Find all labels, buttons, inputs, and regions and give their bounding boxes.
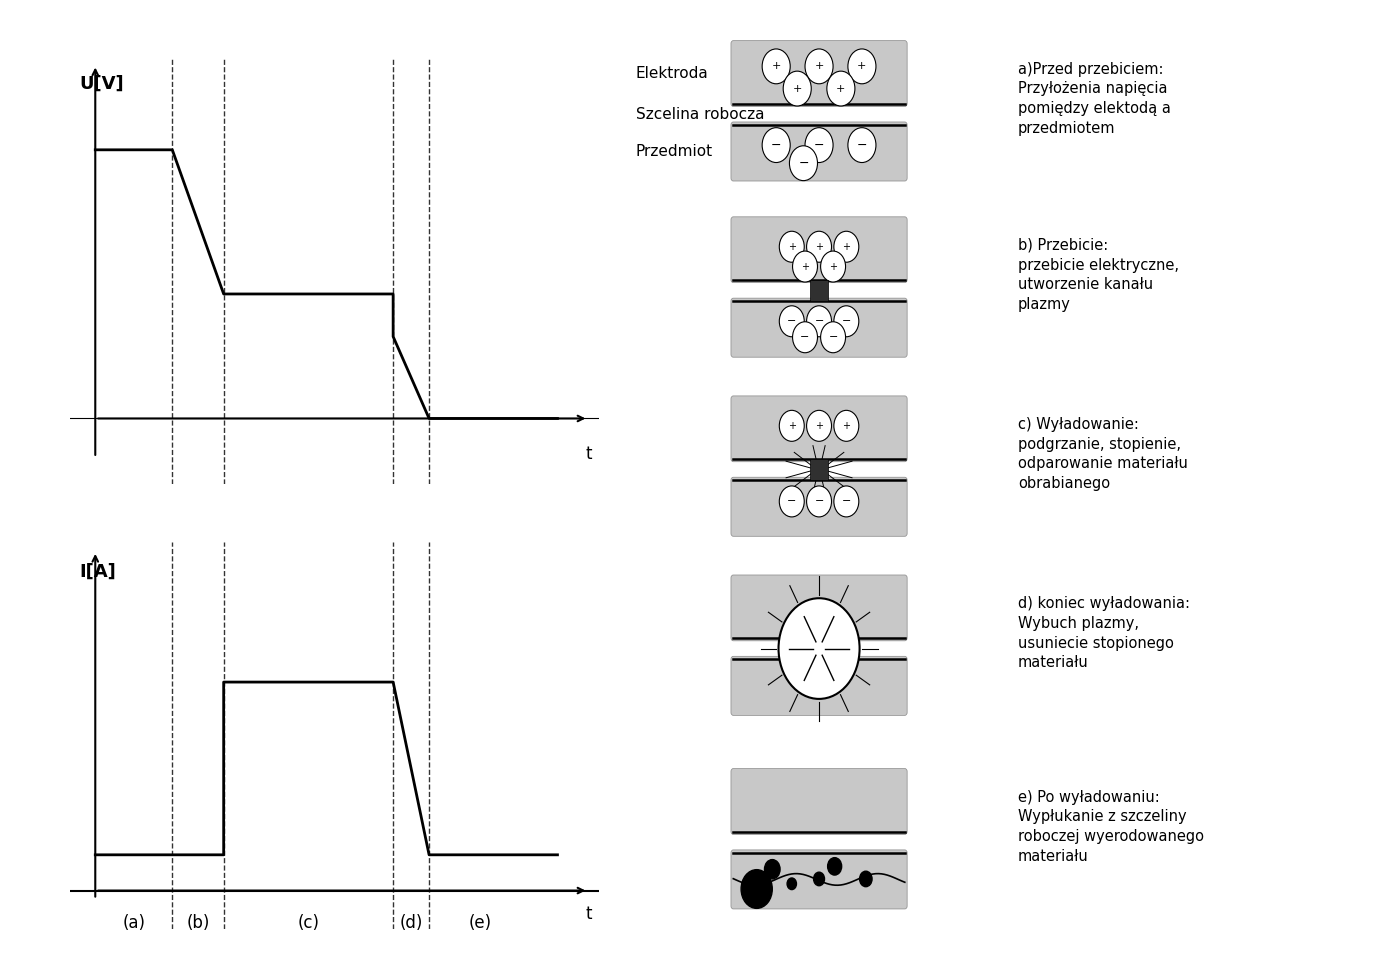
Circle shape xyxy=(805,128,832,163)
Text: Szcelina robocza: Szcelina robocza xyxy=(636,106,764,122)
Circle shape xyxy=(806,231,831,262)
Text: −: − xyxy=(786,317,796,326)
Circle shape xyxy=(780,486,805,517)
Circle shape xyxy=(827,72,855,106)
Circle shape xyxy=(780,231,805,262)
Text: −: − xyxy=(814,317,824,326)
Text: −: − xyxy=(786,497,796,506)
Text: −: − xyxy=(814,138,824,152)
FancyBboxPatch shape xyxy=(731,575,908,641)
Circle shape xyxy=(784,72,812,106)
Circle shape xyxy=(834,410,859,441)
FancyBboxPatch shape xyxy=(731,850,908,909)
Circle shape xyxy=(828,858,842,875)
Text: (e): (e) xyxy=(469,915,491,932)
Text: c) Wyładowanie:
podgrzanie, stopienie,
odparowanie materiału
obrabianego: c) Wyładowanie: podgrzanie, stopienie, o… xyxy=(1018,417,1187,491)
Text: (b): (b) xyxy=(187,915,210,932)
Text: −: − xyxy=(856,138,867,152)
Text: Przedmiot: Przedmiot xyxy=(636,144,713,159)
FancyBboxPatch shape xyxy=(731,298,908,357)
Text: a)Przed przebiciem:
Przyłożenia napięcia
pomiędzy elektodą a
przedmiotem: a)Przed przebiciem: Przyłożenia napięcia… xyxy=(1018,62,1171,136)
Circle shape xyxy=(806,410,831,441)
FancyBboxPatch shape xyxy=(731,217,908,283)
FancyBboxPatch shape xyxy=(731,396,908,462)
Text: +: + xyxy=(788,421,796,431)
Text: t: t xyxy=(586,905,592,923)
Text: U[V]: U[V] xyxy=(79,75,124,93)
Circle shape xyxy=(848,128,876,163)
Text: b) Przebicie:
przebicie elektryczne,
utworzenie kanału
plazmy: b) Przebicie: przebicie elektryczne, utw… xyxy=(1018,238,1179,312)
Text: +: + xyxy=(816,421,823,431)
Circle shape xyxy=(792,251,817,282)
Text: (a): (a) xyxy=(122,915,145,932)
Text: d) koniec wyładowania:
Wybuch plazmy,
usuniecie stopionego
materiału: d) koniec wyładowania: Wybuch plazmy, us… xyxy=(1018,596,1190,670)
Text: I[A]: I[A] xyxy=(79,563,117,581)
Text: −: − xyxy=(814,497,824,506)
Circle shape xyxy=(834,306,859,337)
Circle shape xyxy=(786,878,796,890)
Text: −: − xyxy=(842,317,851,326)
Text: +: + xyxy=(792,83,802,94)
Circle shape xyxy=(834,486,859,517)
Text: +: + xyxy=(830,261,837,272)
Circle shape xyxy=(806,306,831,337)
Text: −: − xyxy=(842,497,851,506)
Text: −: − xyxy=(798,157,809,169)
Bar xyxy=(810,459,828,480)
Text: −: − xyxy=(771,138,781,152)
Circle shape xyxy=(741,869,773,908)
Circle shape xyxy=(806,486,831,517)
Text: +: + xyxy=(842,242,851,252)
Text: +: + xyxy=(842,421,851,431)
Circle shape xyxy=(763,128,791,163)
FancyBboxPatch shape xyxy=(731,122,908,181)
Circle shape xyxy=(821,251,845,282)
Text: (c): (c) xyxy=(298,915,319,932)
Circle shape xyxy=(764,860,780,879)
Circle shape xyxy=(834,231,859,262)
Text: (d): (d) xyxy=(400,915,423,932)
Text: +: + xyxy=(816,242,823,252)
Circle shape xyxy=(848,49,876,84)
Text: −: − xyxy=(800,332,810,343)
Text: +: + xyxy=(837,83,845,94)
Circle shape xyxy=(792,321,817,352)
Text: +: + xyxy=(857,61,867,72)
Circle shape xyxy=(821,321,845,352)
Text: +: + xyxy=(771,61,781,72)
Circle shape xyxy=(763,49,791,84)
Text: t: t xyxy=(586,444,592,463)
FancyBboxPatch shape xyxy=(731,477,908,536)
Text: Elektroda: Elektroda xyxy=(636,66,709,81)
Text: e) Po wyładowaniu:
Wypłukanie z szczeliny
roboczej wyerodowanego
materiału: e) Po wyładowaniu: Wypłukanie z szczelin… xyxy=(1018,790,1204,863)
FancyBboxPatch shape xyxy=(731,41,908,106)
Text: +: + xyxy=(788,242,796,252)
Circle shape xyxy=(789,146,817,181)
Circle shape xyxy=(805,49,832,84)
Text: −: − xyxy=(828,332,838,343)
Text: +: + xyxy=(800,261,809,272)
Bar xyxy=(810,280,828,301)
Text: +: + xyxy=(814,61,824,72)
FancyBboxPatch shape xyxy=(731,769,908,834)
Circle shape xyxy=(813,872,824,886)
FancyBboxPatch shape xyxy=(731,656,908,715)
Circle shape xyxy=(780,306,805,337)
Circle shape xyxy=(860,871,871,887)
Circle shape xyxy=(780,410,805,441)
Circle shape xyxy=(778,598,860,699)
